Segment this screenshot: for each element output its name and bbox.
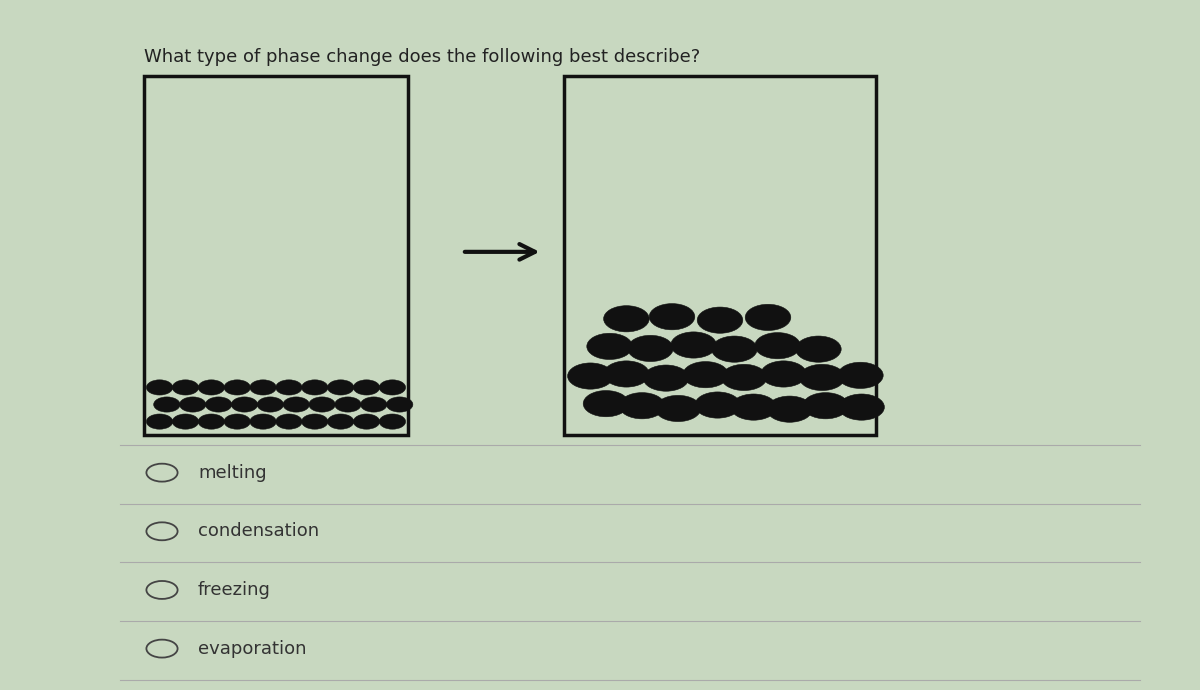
Circle shape bbox=[232, 397, 258, 412]
Circle shape bbox=[328, 380, 354, 395]
Text: condensation: condensation bbox=[198, 522, 319, 540]
Circle shape bbox=[799, 364, 845, 391]
Circle shape bbox=[353, 380, 379, 395]
Circle shape bbox=[839, 394, 884, 420]
Circle shape bbox=[838, 362, 883, 388]
Circle shape bbox=[301, 380, 328, 395]
Circle shape bbox=[767, 396, 812, 422]
Text: evaporation: evaporation bbox=[198, 640, 306, 658]
Circle shape bbox=[796, 336, 841, 362]
Circle shape bbox=[386, 397, 413, 412]
Circle shape bbox=[276, 414, 302, 429]
Circle shape bbox=[683, 362, 728, 388]
Circle shape bbox=[360, 397, 386, 412]
Circle shape bbox=[731, 394, 776, 420]
Circle shape bbox=[250, 380, 276, 395]
Circle shape bbox=[379, 380, 406, 395]
Bar bbox=[564, 76, 876, 435]
Circle shape bbox=[353, 414, 379, 429]
Circle shape bbox=[587, 333, 632, 359]
Circle shape bbox=[379, 414, 406, 429]
Circle shape bbox=[745, 304, 791, 331]
Circle shape bbox=[721, 364, 767, 391]
Circle shape bbox=[198, 380, 224, 395]
Circle shape bbox=[224, 414, 251, 429]
Circle shape bbox=[604, 361, 649, 387]
Circle shape bbox=[761, 361, 806, 387]
Circle shape bbox=[583, 391, 629, 417]
Text: melting: melting bbox=[198, 464, 266, 482]
Circle shape bbox=[803, 393, 848, 419]
Circle shape bbox=[224, 380, 251, 395]
Circle shape bbox=[301, 414, 328, 429]
Circle shape bbox=[173, 380, 199, 395]
Text: What type of phase change does the following best describe?: What type of phase change does the follo… bbox=[144, 48, 701, 66]
Circle shape bbox=[257, 397, 283, 412]
Circle shape bbox=[643, 365, 689, 391]
Circle shape bbox=[671, 332, 716, 358]
Circle shape bbox=[146, 414, 173, 429]
Circle shape bbox=[619, 393, 665, 419]
Circle shape bbox=[328, 414, 354, 429]
Circle shape bbox=[180, 397, 206, 412]
Circle shape bbox=[283, 397, 310, 412]
Circle shape bbox=[173, 414, 199, 429]
Circle shape bbox=[276, 380, 302, 395]
Circle shape bbox=[198, 414, 224, 429]
Circle shape bbox=[695, 392, 740, 418]
Circle shape bbox=[154, 397, 180, 412]
Circle shape bbox=[335, 397, 361, 412]
Text: freezing: freezing bbox=[198, 581, 271, 599]
Circle shape bbox=[655, 395, 701, 422]
Circle shape bbox=[568, 363, 613, 389]
Circle shape bbox=[146, 380, 173, 395]
Circle shape bbox=[308, 397, 335, 412]
Circle shape bbox=[205, 397, 232, 412]
Circle shape bbox=[628, 335, 673, 362]
Bar bbox=[144, 76, 408, 435]
Circle shape bbox=[604, 306, 649, 332]
Circle shape bbox=[712, 336, 757, 362]
Circle shape bbox=[755, 333, 800, 359]
Circle shape bbox=[697, 307, 743, 333]
Circle shape bbox=[250, 414, 276, 429]
Circle shape bbox=[649, 304, 695, 330]
